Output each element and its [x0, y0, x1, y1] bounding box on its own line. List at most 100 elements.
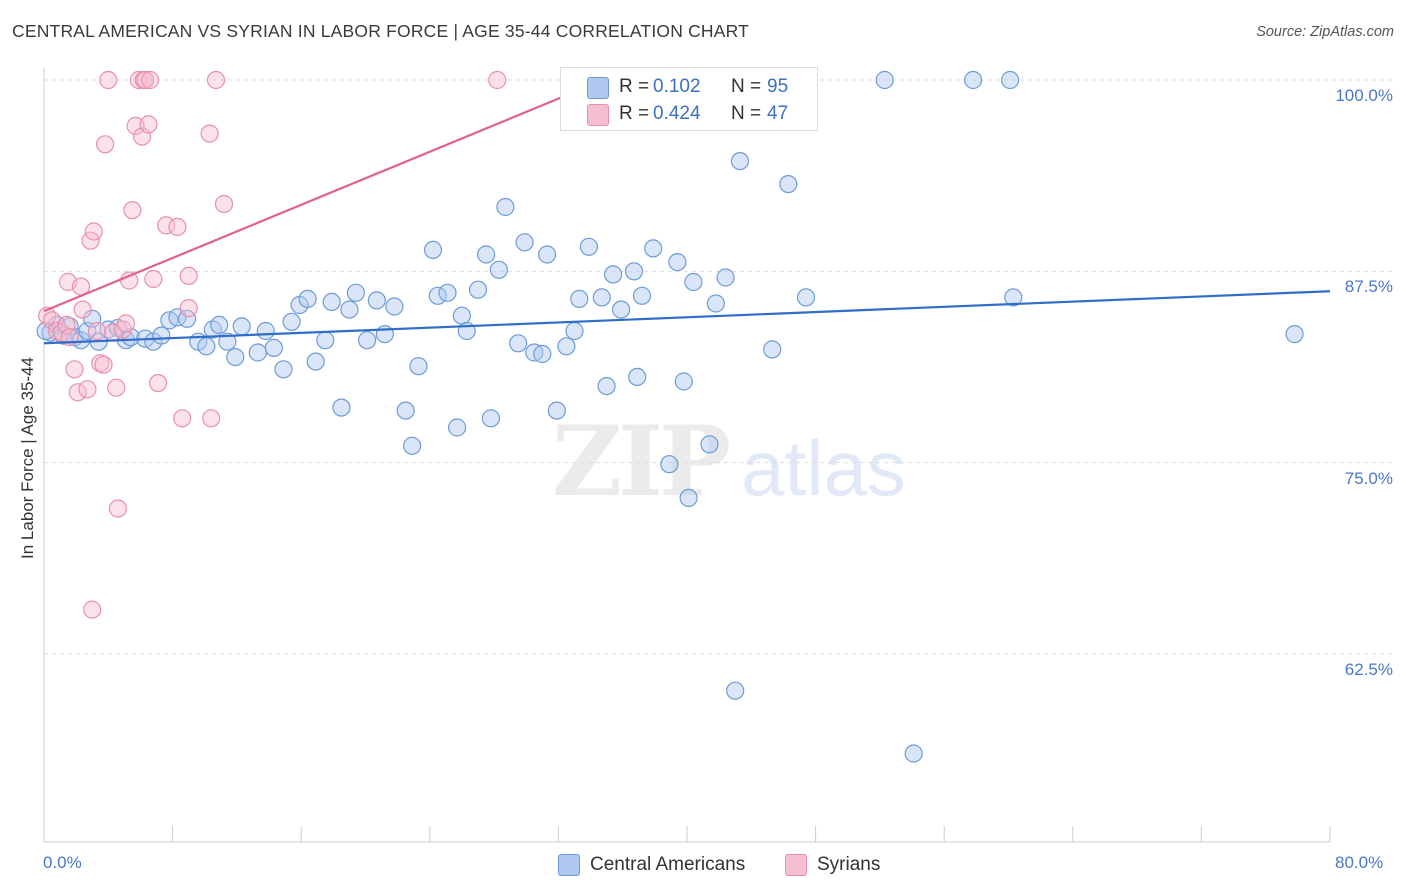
data-point-central-american	[579, 237, 599, 256]
data-point-central-american	[322, 292, 341, 311]
y-tick-label: 87.5%	[1344, 277, 1393, 297]
stats-legend: R = 0.102 N = 95 R = 0.424 N = 47	[560, 67, 818, 131]
data-point-syrian	[488, 70, 507, 90]
data-point-syrian	[65, 360, 84, 379]
watermark-atlas: atlas	[741, 424, 906, 512]
data-point-central-american	[706, 294, 726, 313]
r-value: 0.424	[653, 103, 701, 124]
data-point-central-american	[674, 372, 693, 391]
data-point-syrian	[42, 311, 62, 330]
series-central-americans	[36, 70, 1304, 763]
data-point-central-american	[358, 331, 377, 350]
data-point-syrian	[95, 135, 115, 154]
legend-swatch-blue	[558, 854, 580, 876]
n-value: 47	[767, 103, 789, 124]
series-legend: Central Americans Syrians	[0, 852, 1406, 878]
data-point-syrian	[141, 70, 160, 90]
data-point-central-american	[779, 175, 798, 194]
data-point-central-american	[152, 326, 171, 345]
data-point-central-american	[730, 152, 750, 171]
data-point-syrian	[200, 124, 219, 143]
data-point-central-american	[274, 360, 293, 379]
data-point-syrian	[107, 378, 126, 397]
data-point-central-american	[716, 268, 735, 287]
data-point-central-american	[547, 401, 566, 420]
gridlines	[44, 79, 1392, 655]
data-point-syrian	[123, 201, 142, 220]
data-point-central-american	[409, 357, 428, 376]
legend-label: Central Americans	[590, 854, 746, 875]
data-point-central-american	[763, 340, 782, 359]
data-point-syrian	[78, 380, 97, 399]
data-point-central-american	[533, 344, 552, 364]
data-point-central-american	[611, 300, 631, 319]
data-point-central-american	[306, 352, 325, 371]
data-point-central-american	[423, 240, 443, 259]
data-point-syrian	[144, 269, 163, 289]
data-point-central-american	[726, 681, 745, 700]
data-point-syrian	[108, 499, 128, 518]
data-point-central-american	[565, 321, 584, 341]
data-point-central-american	[668, 253, 687, 272]
trend-line-syrians	[43, 78, 604, 313]
data-point-syrian	[136, 70, 155, 90]
data-point-central-american	[624, 262, 644, 281]
y-tick-label: 62.5%	[1344, 660, 1393, 679]
trend-lines	[43, 78, 1331, 345]
data-point-central-american	[210, 315, 229, 334]
data-point-syrian	[206, 70, 226, 90]
stats-legend-row-pink: R = 0.424 N = 47	[561, 101, 817, 127]
data-point-central-american	[232, 317, 251, 336]
data-point-central-american	[1004, 288, 1023, 307]
data-point-central-american	[515, 233, 534, 252]
data-point-syrian	[84, 222, 103, 241]
data-point-syrian	[83, 600, 102, 619]
source-credit: Source: ZipAtlas.com	[1256, 24, 1394, 40]
data-point-central-american	[557, 337, 576, 356]
n-label: N =	[731, 76, 762, 97]
data-point-central-american	[1000, 70, 1020, 90]
data-point-central-american	[632, 286, 652, 305]
data-point-central-american	[298, 289, 317, 308]
data-point-central-american	[448, 418, 467, 437]
data-point-syrian	[214, 194, 234, 214]
data-point-central-american	[597, 377, 616, 396]
data-point-central-american	[438, 283, 457, 302]
data-point-syrian	[173, 409, 192, 428]
watermark-zip: ZIP	[552, 405, 731, 518]
data-point-central-american	[660, 455, 679, 474]
data-point-syrian	[116, 314, 136, 333]
data-point-central-american	[796, 288, 816, 307]
x-tick-label-min: 0.0%	[43, 853, 82, 872]
data-point-syrian	[139, 115, 158, 134]
data-point-central-american	[570, 289, 589, 308]
data-point-central-american	[963, 70, 983, 90]
x-tick-label-max: 80.0%	[1335, 853, 1384, 872]
data-point-central-american	[509, 334, 528, 353]
data-point-central-american	[477, 245, 496, 264]
data-point-central-american	[700, 435, 719, 454]
data-point-central-american	[592, 288, 611, 307]
data-point-central-american	[684, 272, 703, 292]
n-label: N =	[731, 103, 762, 124]
data-point-syrian	[73, 300, 92, 319]
data-point-central-american	[71, 331, 91, 350]
data-point-central-american	[452, 306, 471, 325]
legend-swatch-pink	[785, 854, 807, 876]
data-point-central-american	[316, 331, 335, 350]
y-axis-title: In Labor Force | Age 35-44	[18, 357, 37, 559]
data-point-syrian	[94, 355, 113, 374]
r-value: 0.102	[653, 76, 701, 97]
legend-swatch-blue	[587, 77, 609, 99]
data-point-syrian	[149, 374, 168, 393]
data-point-central-american	[256, 321, 275, 341]
chart-title: CENTRAL AMERICAN VS SYRIAN IN LABOR FORC…	[12, 21, 750, 41]
data-point-central-american	[340, 300, 359, 319]
data-point-central-american	[332, 398, 351, 417]
data-point-central-american	[403, 436, 422, 455]
data-point-central-american	[537, 245, 557, 264]
data-point-syrian	[202, 409, 221, 428]
data-point-central-american	[468, 280, 488, 299]
data-point-syrian	[179, 266, 198, 285]
